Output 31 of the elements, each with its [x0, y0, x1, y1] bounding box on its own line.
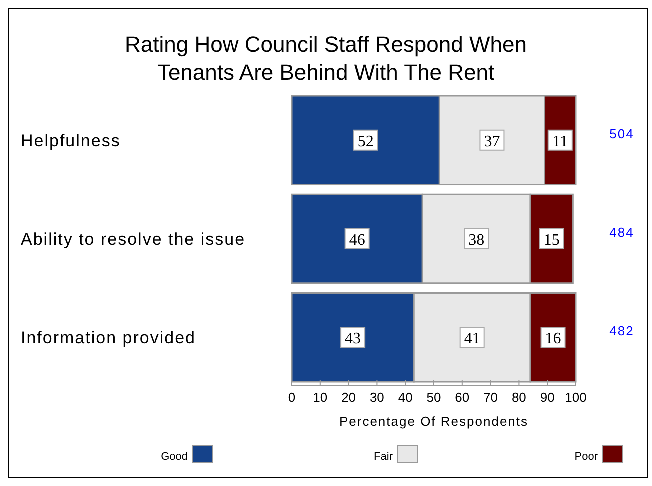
- x-tick-label: 60: [455, 390, 470, 405]
- x-tick-label: 70: [484, 390, 498, 405]
- y-tick-label: Helpfulness: [21, 131, 121, 150]
- x-tick-label: 30: [370, 390, 384, 405]
- x-tick-label: 80: [512, 390, 526, 405]
- data-label: 41: [464, 330, 480, 348]
- legend-label: Good: [161, 451, 188, 463]
- x-tick-label: 100: [565, 390, 587, 405]
- chart-title: Rating How Council Staff Respond When Tenants Are Behind With The Rent: [125, 32, 527, 85]
- x-axis-title: Percentage Of Respondents: [339, 414, 529, 429]
- data-label: 15: [544, 232, 560, 249]
- text: 484: [610, 225, 634, 240]
- y-tick-label: Information provided: [21, 328, 196, 348]
- data-label: 46: [349, 232, 366, 249]
- legend-label: Poor: [574, 451, 598, 463]
- x-tick-label: 0: [288, 390, 296, 405]
- x-tick-label: 20: [342, 390, 356, 405]
- legend-label: Fair: [374, 451, 394, 463]
- y-tick-label: Ability to resolve the issue: [21, 230, 246, 249]
- x-tick-label: 40: [398, 390, 413, 405]
- x-tick-label: 10: [313, 390, 328, 405]
- x-tick-label: 90: [540, 390, 555, 405]
- x-tick-label: 50: [426, 390, 442, 405]
- data-label: 38: [468, 232, 485, 249]
- data-label: 37: [484, 133, 500, 150]
- data-label: 16: [545, 330, 562, 348]
- data-label: 43: [345, 330, 362, 348]
- data-label: 52: [358, 133, 374, 150]
- text: 504: [610, 126, 634, 142]
- text: 482: [610, 324, 634, 339]
- data-label: 11: [552, 133, 568, 150]
